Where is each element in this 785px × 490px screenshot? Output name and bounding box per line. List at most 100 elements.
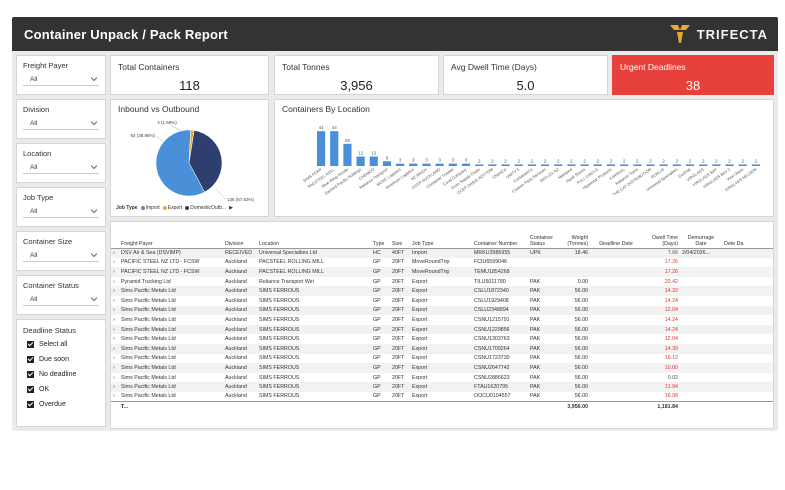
- slicer-job-type[interactable]: Job Type All: [16, 187, 106, 227]
- pie-data-label-import: 136 (57.63%): [227, 197, 255, 202]
- table-row[interactable]: › Sims Pacific Metals Ltd Auckland SIMS FER…: [111, 296, 773, 306]
- deadline-option-no-deadline[interactable]: No deadline: [27, 371, 76, 378]
- table-row[interactable]: › Sims Pacific Metals Ltd Auckland SIMS FER…: [111, 354, 773, 364]
- slicer-dropdown[interactable]: All: [23, 74, 99, 86]
- cell-size: 40FT: [392, 250, 405, 257]
- slicer-division[interactable]: Division All: [16, 99, 106, 139]
- bar: [699, 164, 708, 166]
- row-expand-icon[interactable]: ›: [113, 297, 115, 304]
- legend-item-import[interactable]: Import: [140, 205, 160, 211]
- row-expand-icon[interactable]: ›: [113, 384, 115, 391]
- row-expand-icon[interactable]: ›: [113, 326, 115, 333]
- column-header[interactable]: Location: [257, 226, 371, 249]
- bar: [659, 164, 668, 166]
- bar: [606, 164, 616, 166]
- cell-location: PACSTEEL ROLLING MILL: [259, 259, 325, 266]
- row-expand-icon[interactable]: ›: [113, 259, 115, 266]
- table-row[interactable]: › Sims Pacific Metals Ltd Auckland SIMS FER…: [111, 382, 773, 392]
- slicer-label: Job Type: [23, 193, 54, 202]
- bar-data-label: 12: [358, 151, 364, 156]
- slicer-location[interactable]: Location All: [16, 143, 106, 183]
- table-row[interactable]: › PACIFIC STEEL NZ LTD - FCSW Auckland PACS…: [111, 267, 773, 277]
- cell-demurrage-date: 2/04/2026...: [682, 250, 710, 257]
- slicer-dropdown[interactable]: All: [23, 162, 99, 174]
- column-header[interactable]: Container Number: [472, 226, 528, 249]
- column-header[interactable]: Dwell Time (Days): [642, 226, 680, 249]
- deadline-option-ok[interactable]: OK: [27, 386, 49, 393]
- deadline-option-due-soon[interactable]: Due soon: [27, 356, 69, 363]
- row-expand-icon[interactable]: ›: [113, 374, 115, 381]
- row-expand-icon[interactable]: ›: [113, 393, 115, 400]
- row-expand-icon[interactable]: ›: [113, 268, 115, 275]
- slicer-container-status[interactable]: Container Status All: [16, 275, 106, 315]
- cell-demurrage-date: [680, 277, 722, 287]
- checkbox[interactable]: [27, 401, 34, 408]
- table-row[interactable]: › Sims Pacific Metals Ltd Auckland SIMS FER…: [111, 363, 773, 373]
- cell-job-type: Export: [412, 393, 428, 400]
- checkbox[interactable]: [27, 371, 34, 378]
- slicer-dropdown[interactable]: All: [23, 118, 99, 130]
- table-row[interactable]: › Sims Pacific Metals Ltd Auckland SIMS FER…: [111, 315, 773, 325]
- column-header[interactable]: Type: [371, 226, 390, 249]
- cell-container-status: PAK: [530, 355, 541, 362]
- table-row[interactable]: › PACIFIC STEEL NZ LTD - FCSW Auckland PACS…: [111, 258, 773, 268]
- cell-type: GP: [373, 384, 381, 391]
- checkbox[interactable]: [27, 356, 34, 363]
- column-header[interactable]: Deadline Date: [590, 226, 642, 249]
- row-expand-icon[interactable]: ›: [113, 250, 115, 257]
- slicer-dropdown[interactable]: All: [23, 294, 99, 306]
- cell-container-status: PAK: [530, 393, 541, 400]
- checkbox[interactable]: [27, 386, 34, 393]
- cell-division: Auckland: [225, 268, 247, 275]
- slicer-container-size[interactable]: Container Size All: [16, 231, 106, 271]
- page-title: Container Unpack / Pack Report: [24, 27, 228, 42]
- column-header[interactable]: Weight (Tonnes): [560, 226, 590, 249]
- column-header[interactable]: Demurrage Date: [680, 226, 722, 249]
- checkbox[interactable]: [27, 341, 34, 348]
- logo-text: TRIFECTA: [696, 26, 768, 42]
- column-header[interactable]: Dete Da: [722, 226, 773, 249]
- row-expand-icon[interactable]: ›: [113, 288, 115, 295]
- slicer-value: All: [30, 164, 38, 171]
- row-expand-icon[interactable]: ›: [113, 355, 115, 362]
- table-row[interactable]: › Sims Pacific Metals Ltd Auckland SIMS FER…: [111, 286, 773, 296]
- column-header[interactable]: Division: [223, 226, 257, 249]
- table-row[interactable]: › DSV Air & Sea (DSVIMP) RECEIVED Universal…: [111, 248, 773, 258]
- row-expand-icon[interactable]: ›: [113, 345, 115, 352]
- table-row[interactable]: › Pyramid Trucking Ltd Auckland Reliance Tr…: [111, 277, 773, 287]
- legend-item-export[interactable]: Export: [162, 205, 182, 211]
- cell-detention-date: [722, 354, 773, 364]
- cell-type: HC: [373, 250, 381, 257]
- legend-item-domestic[interactable]: DomesticOutb...: [185, 205, 226, 211]
- table-row[interactable]: › Sims Pacific Metals Ltd Auckland SIMS FER…: [111, 324, 773, 335]
- row-expand-icon[interactable]: ›: [113, 364, 115, 371]
- table-row[interactable]: › Sims Pacific Metals Ltd Auckland SIMS FER…: [111, 334, 773, 344]
- column-header[interactable]: Container Status: [528, 226, 560, 249]
- slicer-dropdown[interactable]: All: [23, 250, 99, 262]
- cell-dwell-time: 16.12: [664, 355, 678, 362]
- row-expand-icon[interactable]: ›: [113, 316, 115, 323]
- table-row[interactable]: › Sims Pacific Metals Ltd Auckland SIMS FER…: [111, 392, 773, 402]
- deadline-option-select-all[interactable]: Select all: [27, 341, 67, 348]
- column-header[interactable]: Freight Payer: [119, 226, 223, 249]
- slicer-freight-payer[interactable]: Freight Payer All: [16, 55, 106, 95]
- slicer-value: All: [30, 252, 38, 259]
- bar: [422, 163, 431, 166]
- table-row[interactable]: › Sims Pacific Metals Ltd Auckland SIMS FER…: [111, 343, 773, 354]
- legend-next-icon[interactable]: ▶: [229, 205, 233, 211]
- table-row[interactable]: › Sims Pacific Metals Ltd Auckland SIMS FER…: [111, 373, 773, 383]
- cell-size: 20FT: [392, 393, 405, 400]
- column-header[interactable]: Size: [390, 226, 410, 249]
- deadline-option-overdue[interactable]: Overdue: [27, 401, 66, 408]
- slicer-dropdown[interactable]: All: [23, 206, 99, 218]
- cell-demurrage-date: [680, 344, 722, 354]
- row-expand-icon[interactable]: ›: [113, 307, 115, 314]
- column-header[interactable]: Job Type: [410, 226, 472, 249]
- cell-deadline-date: [590, 248, 642, 258]
- row-expand-icon[interactable]: ›: [113, 336, 115, 343]
- cell-dwell-time: 14.32: [664, 288, 678, 295]
- row-expand-icon[interactable]: ›: [113, 278, 115, 285]
- table-row[interactable]: › Sims Pacific Metals Ltd Auckland SIMS FER…: [111, 305, 773, 316]
- cell-detention-date: [722, 315, 773, 325]
- chart-title: Inbound vs Outbound: [118, 104, 200, 114]
